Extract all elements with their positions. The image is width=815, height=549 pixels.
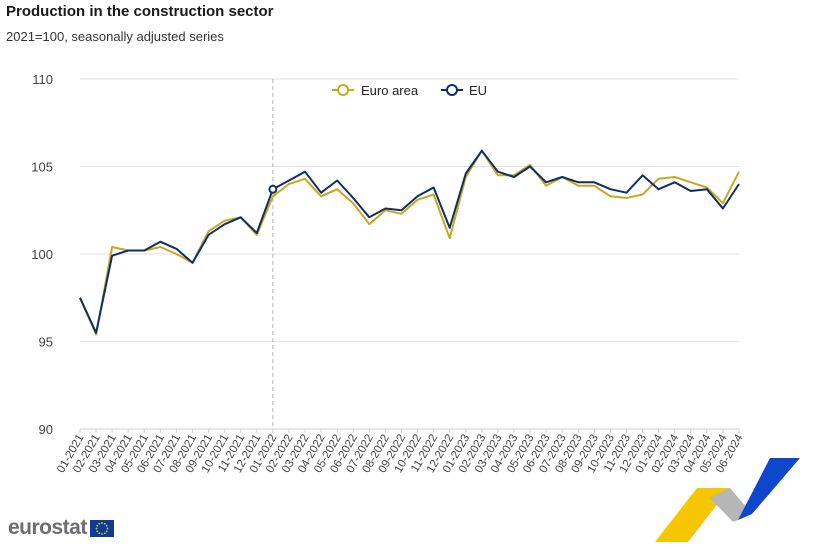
legend-label-euro-area: Euro area (361, 83, 419, 98)
y-tick-label: 100 (31, 247, 53, 262)
series-line-eu (79, 149, 740, 334)
x-axis-ticks: 01-202102-202103-202104-202105-202106-20… (55, 429, 746, 475)
brand-name: eurostat (8, 516, 87, 539)
chart-title: Production in the construction sector (6, 3, 274, 20)
legend: Euro area EU (332, 83, 487, 98)
y-tick-label: 110 (32, 72, 53, 87)
y-tick-label: 95 (39, 335, 53, 350)
eurostat-logo: eurostat (8, 516, 114, 540)
series-lines (79, 149, 740, 336)
legend-item-eu[interactable]: EU (441, 83, 487, 98)
legend-item-euro-area[interactable]: Euro area (332, 83, 419, 98)
y-tick-label: 105 (31, 160, 53, 175)
eu-flag-icon (89, 519, 114, 537)
legend-label-eu: EU (469, 83, 487, 98)
chart-subtitle: 2021=100, seasonally adjusted series (6, 29, 224, 44)
eurostat-ribbon-graphic (655, 458, 800, 542)
y-tick-label: 90 (39, 422, 53, 437)
y-axis-ticks: 90 95 100 105 110 (31, 72, 53, 437)
grid-lines (80, 78, 739, 430)
highlight-point (268, 184, 278, 194)
